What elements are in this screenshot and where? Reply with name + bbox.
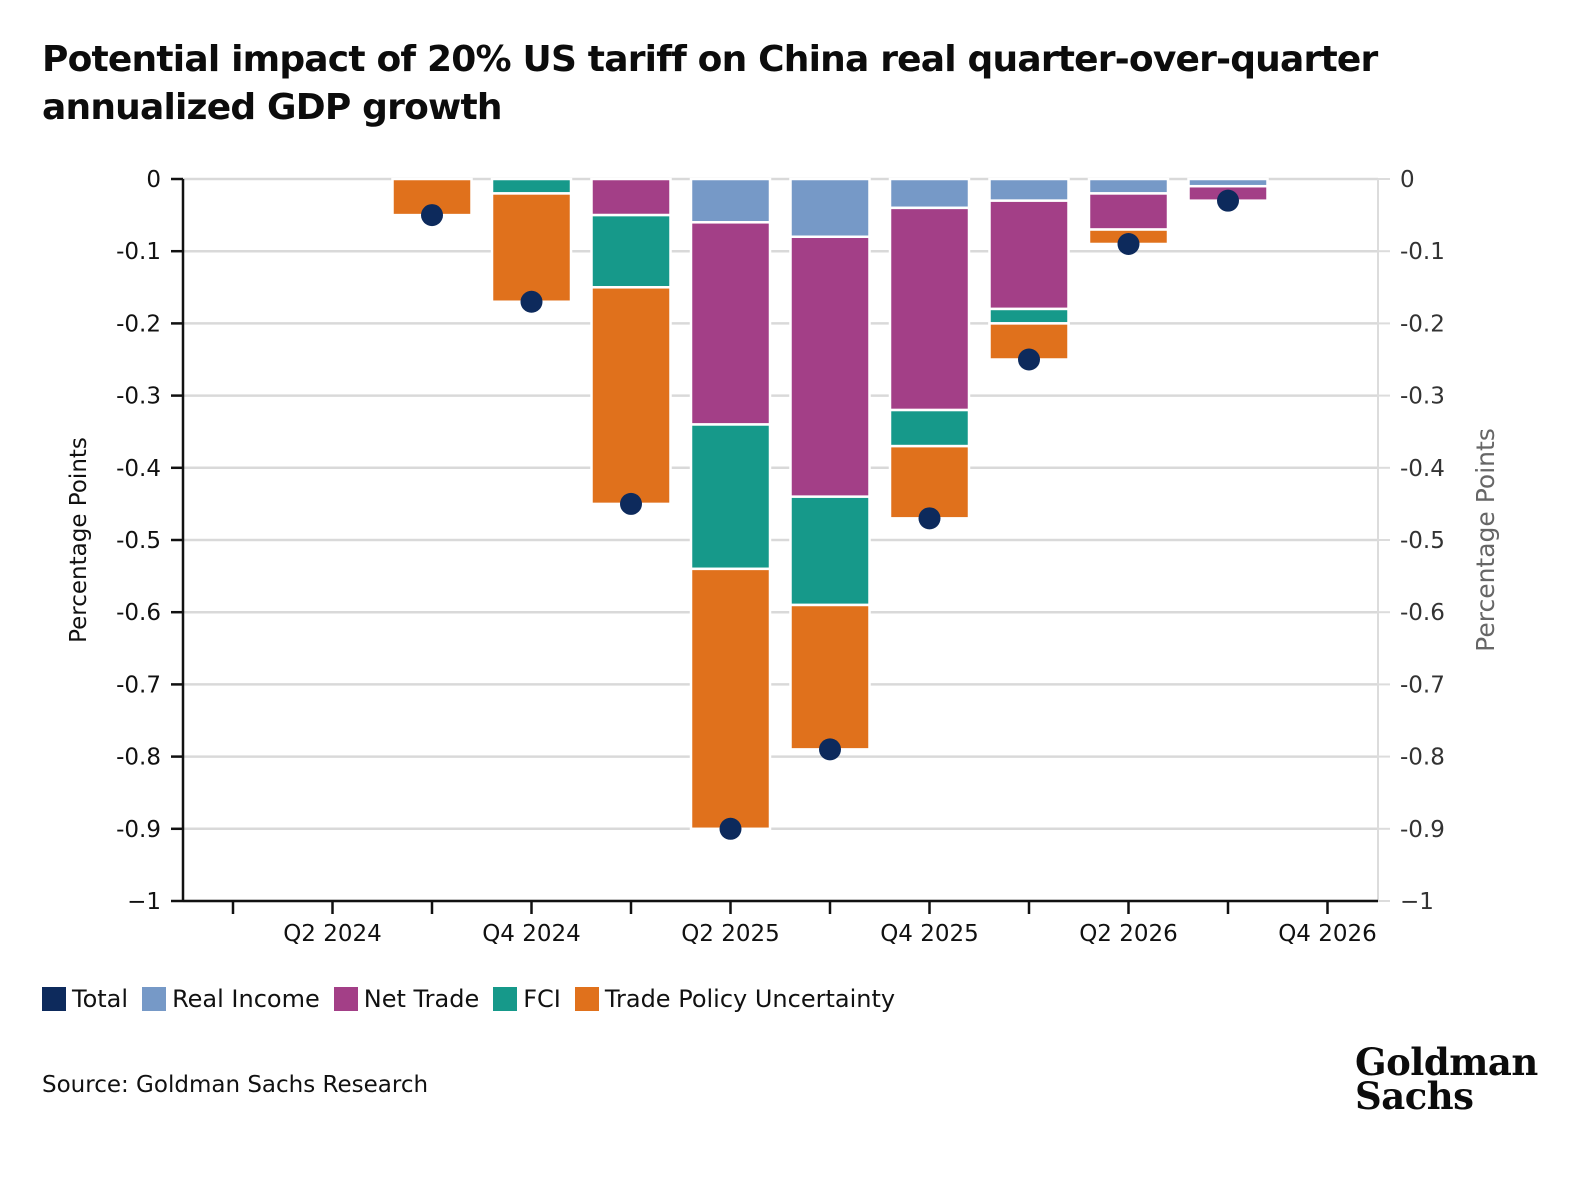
bar-real-income-q1-2026	[988, 177, 1070, 202]
legend: Total Real Income Net Trade FCI Trade Po…	[42, 985, 909, 1013]
bar-net-trade-q1-2026	[988, 199, 1070, 311]
y-tick-label-left-7: -0.7	[116, 672, 161, 698]
goldman-sachs-logo: Goldman Sachs	[1355, 1040, 1538, 1118]
x-tick-label-q4-2026: Q4 2026	[1278, 921, 1377, 947]
y-tick-label-left-9: -0.9	[116, 817, 161, 843]
x-tick-label-q4-2025: Q4 2025	[880, 921, 979, 947]
legend-swatch-net-trade	[333, 987, 358, 1011]
bar-real-income-q4-2025	[888, 177, 971, 210]
bar-trade-policy-uncertainty-q2-2025	[689, 567, 772, 831]
bar-trade-policy-uncertainty-q1-2025	[590, 286, 672, 506]
y-tick-label-right-1: -0.1	[1400, 239, 1445, 265]
x-tick-label-q2-2025: Q2 2025	[681, 921, 780, 947]
bar-fci-q2-2025	[689, 423, 772, 571]
bar-net-trade-q2-2025	[689, 221, 772, 426]
y-tick-label-right-9: -0.9	[1400, 817, 1445, 843]
bar-real-income-q3-2025	[789, 177, 871, 239]
y-tick-label-right-6: -0.6	[1400, 600, 1445, 626]
total-point-q3-2024	[421, 204, 443, 227]
y-tick-label-right-10: −1	[1400, 889, 1434, 915]
total-point-q4-2025	[918, 507, 941, 530]
y-tick-label-right-0: 0	[1400, 167, 1415, 193]
legend-item-real-income: Real Income	[142, 985, 320, 1013]
y-tick-label-left-4: -0.4	[116, 456, 161, 482]
legend-item-trade-policy-uncertainty: Trade Policy Uncertainty	[574, 985, 896, 1013]
x-tick-label-q2-2026: Q2 2026	[1079, 921, 1178, 947]
chart-title: Potential impact of 20% US tariff on Chi…	[42, 39, 1378, 128]
bar-real-income-q2-2026	[1087, 177, 1170, 195]
y-tick-label-left-5: -0.5	[116, 528, 161, 554]
legend-swatch-trade-policy-uncertainty	[574, 987, 599, 1011]
bar-net-trade-q1-2025	[590, 177, 672, 217]
legend-label-net-trade: Net Trade	[363, 985, 480, 1013]
y-tick-label-left-6: -0.6	[116, 600, 161, 626]
y-tick-label-right-5: -0.5	[1400, 528, 1445, 554]
source-note: Source: Goldman Sachs Research	[42, 1072, 429, 1098]
y-tick-label-right-7: -0.7	[1400, 672, 1445, 698]
y-tick-label-left-3: -0.3	[116, 384, 161, 410]
legend-label-trade-policy-uncertainty: Trade Policy Uncertainty	[604, 985, 896, 1013]
y-tick-label-right-3: -0.3	[1400, 384, 1445, 410]
legend-label-total: Total	[72, 985, 129, 1013]
bar-net-trade-q3-2025	[789, 235, 871, 498]
legend-label-real-income: Real Income	[172, 985, 320, 1013]
bar-fci-q1-2025	[590, 213, 672, 289]
y-axis-title-left: Percentage Points	[66, 437, 92, 643]
logo-line-2: Sachs	[1355, 1074, 1474, 1118]
bar-fci-q3-2025	[789, 495, 871, 607]
y-tick-label-right-4: -0.4	[1400, 456, 1445, 482]
total-point-q2-2025	[719, 817, 742, 840]
bar-trade-policy-uncertainty-q4-2024	[490, 192, 573, 303]
y-tick-label-right-2: -0.2	[1400, 311, 1445, 337]
logo-line-1: Goldman	[1355, 1040, 1538, 1084]
y-tick-label-left-0: 0	[146, 167, 161, 193]
legend-item-net-trade: Net Trade	[333, 985, 480, 1013]
y-axis-title-right: Percentage Points	[1471, 428, 1500, 652]
x-tick-label-q2-2024: Q2 2024	[283, 921, 382, 947]
total-point-q1-2026	[1018, 348, 1040, 371]
x-tick-label-q4-2024: Q4 2024	[482, 921, 581, 947]
y-tick-label-left-2: -0.2	[116, 311, 161, 337]
bar-trade-policy-uncertainty-q3-2025	[789, 603, 871, 751]
total-point-q4-2024	[520, 290, 543, 313]
total-point-q3-2025	[819, 738, 841, 761]
total-point-q3-2026	[1217, 189, 1239, 212]
bar-real-income-q2-2025	[689, 177, 772, 224]
total-point-q1-2025	[620, 492, 642, 515]
y-tick-label-right-8: -0.8	[1400, 745, 1445, 771]
legend-label-fci: FCI	[523, 985, 561, 1013]
total-point-q2-2026	[1117, 232, 1140, 255]
legend-swatch-fci	[493, 987, 518, 1011]
bar-fci-q1-2026	[988, 307, 1070, 325]
legend-item-fci: FCI	[493, 985, 561, 1013]
bar-net-trade-q4-2025	[888, 206, 971, 412]
bar-fci-q4-2025	[888, 408, 971, 448]
y-tick-label-left-8: -0.8	[116, 745, 161, 771]
legend-item-total: Total	[42, 985, 128, 1013]
legend-swatch-total	[42, 987, 66, 1011]
y-tick-label-left-10: −1	[127, 889, 161, 915]
y-tick-label-left-1: -0.1	[116, 239, 161, 265]
bar-fci-q4-2024	[490, 177, 573, 195]
bar-net-trade-q2-2026	[1087, 192, 1170, 231]
legend-swatch-real-income	[142, 987, 167, 1011]
